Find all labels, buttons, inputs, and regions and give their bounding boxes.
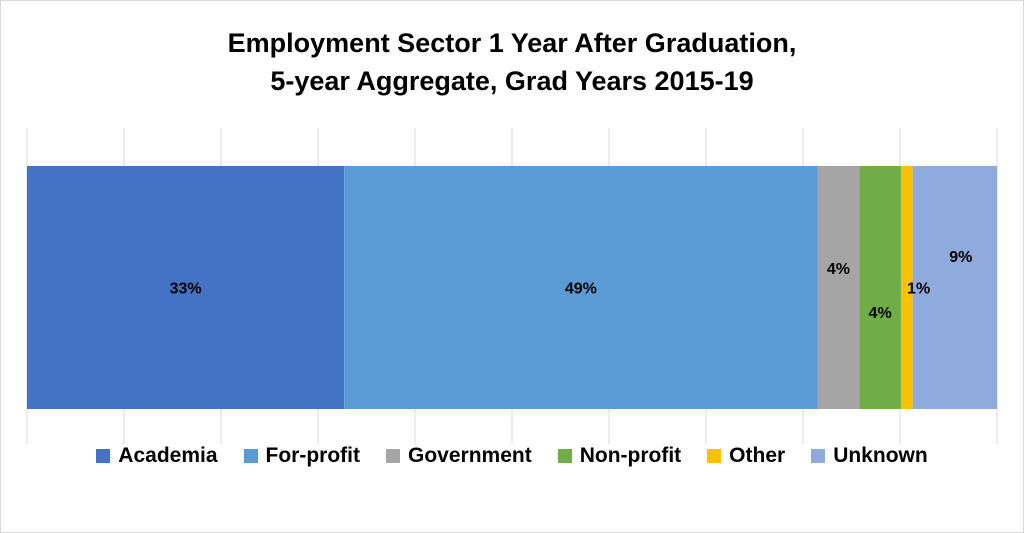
data-label-government: 4% bbox=[827, 261, 850, 278]
bar-segments bbox=[27, 166, 997, 409]
data-label-non-profit: 4% bbox=[869, 305, 892, 322]
legend: Academia For-profit Government Non-profit Ot… bbox=[0, 444, 1024, 468]
legend-label: Non-profit bbox=[579, 444, 682, 467]
bar-segment-unknown bbox=[912, 166, 997, 409]
legend-swatch bbox=[386, 449, 400, 463]
chart-title: Employment Sector 1 Year After Graduatio… bbox=[0, 24, 1024, 100]
data-label-for-profit: 49% bbox=[565, 281, 597, 298]
legend-swatch bbox=[557, 449, 572, 463]
data-label-academia: 33% bbox=[170, 281, 202, 298]
data-label-unknown: 9% bbox=[949, 249, 972, 266]
legend-swatch bbox=[707, 449, 722, 463]
chart-title-line-2: 5-year Aggregate, Grad Years 2015-19 bbox=[270, 66, 754, 96]
legend-item-unknown: Unknown bbox=[811, 444, 928, 468]
legend-label: For-profit bbox=[265, 444, 360, 467]
legend-item-for-profit: For-profit bbox=[243, 444, 360, 468]
bar-segment-for-profit bbox=[344, 166, 818, 409]
legend-swatch bbox=[243, 449, 258, 463]
legend-label: Government bbox=[408, 444, 532, 467]
data-labels: 33% 49% 4% 4% 1% 9% bbox=[170, 249, 973, 322]
legend-swatch bbox=[811, 449, 826, 463]
bar-segment-non-profit bbox=[859, 166, 901, 409]
legend-item-government: Government bbox=[386, 444, 532, 468]
legend-label: Unknown bbox=[833, 444, 928, 467]
bar-segment-other bbox=[900, 166, 913, 409]
bar-segment-academia bbox=[27, 166, 345, 409]
data-label-other: 1% bbox=[907, 281, 930, 298]
legend-label: Other bbox=[729, 444, 786, 467]
legend-swatch bbox=[96, 449, 111, 463]
legend-label: Academia bbox=[118, 444, 218, 467]
chart-title-line-1: Employment Sector 1 Year After Graduatio… bbox=[227, 28, 797, 58]
legend-item-other: Other bbox=[707, 444, 785, 468]
legend-item-academia: Academia bbox=[96, 444, 218, 468]
legend-item-non-profit: Non-profit bbox=[557, 444, 682, 468]
bar-segment-government bbox=[817, 166, 860, 409]
